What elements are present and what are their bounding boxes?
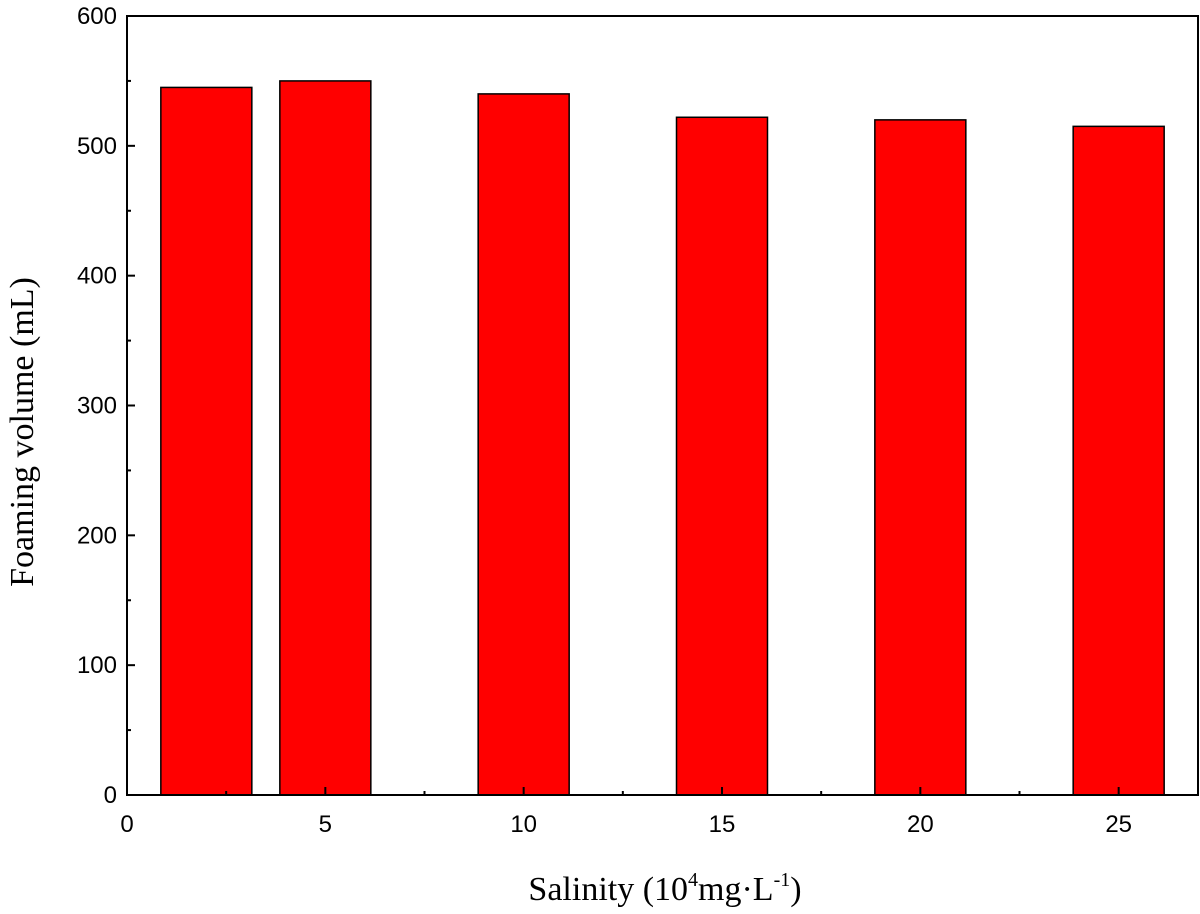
y-tick-label: 400 [77, 263, 117, 290]
bar-10 [477, 93, 570, 796]
y-tick-label: 100 [77, 652, 117, 679]
bar-2 [160, 86, 253, 796]
x-axis-title-sup2: -1 [774, 869, 791, 891]
x-axis-title-mid: mg·L [698, 871, 774, 908]
y-axis-title: Foaming volume (mL) [4, 277, 41, 587]
y-tick-label: 500 [77, 133, 117, 160]
y-tick-label: 600 [77, 3, 117, 30]
x-tick-label: 15 [709, 811, 736, 838]
x-tick-label: 25 [1105, 811, 1132, 838]
bar-25 [1072, 125, 1165, 796]
x-axis-title-sup1: 4 [688, 869, 698, 891]
x-axis-title-main: Salinity (10 [528, 871, 688, 908]
x-tick-label: 5 [319, 811, 332, 838]
bar-20 [874, 119, 967, 796]
bar-15 [675, 116, 769, 796]
y-tick-label: 0 [104, 782, 117, 809]
x-tick-label: 0 [120, 811, 133, 838]
x-axis-title: Salinity (104mg·L-1) [528, 869, 801, 908]
x-axis-title-end: ) [790, 871, 801, 908]
x-tick-label: 20 [907, 811, 934, 838]
ticks-group: 0 100 200 300 400 500 600 0 5 10 15 20 25 [77, 3, 1132, 838]
bars-group [160, 80, 1165, 796]
bar-5 [279, 80, 372, 796]
x-tick-label: 10 [510, 811, 537, 838]
y-tick-label: 300 [77, 393, 117, 420]
y-tick-label: 200 [77, 522, 117, 549]
